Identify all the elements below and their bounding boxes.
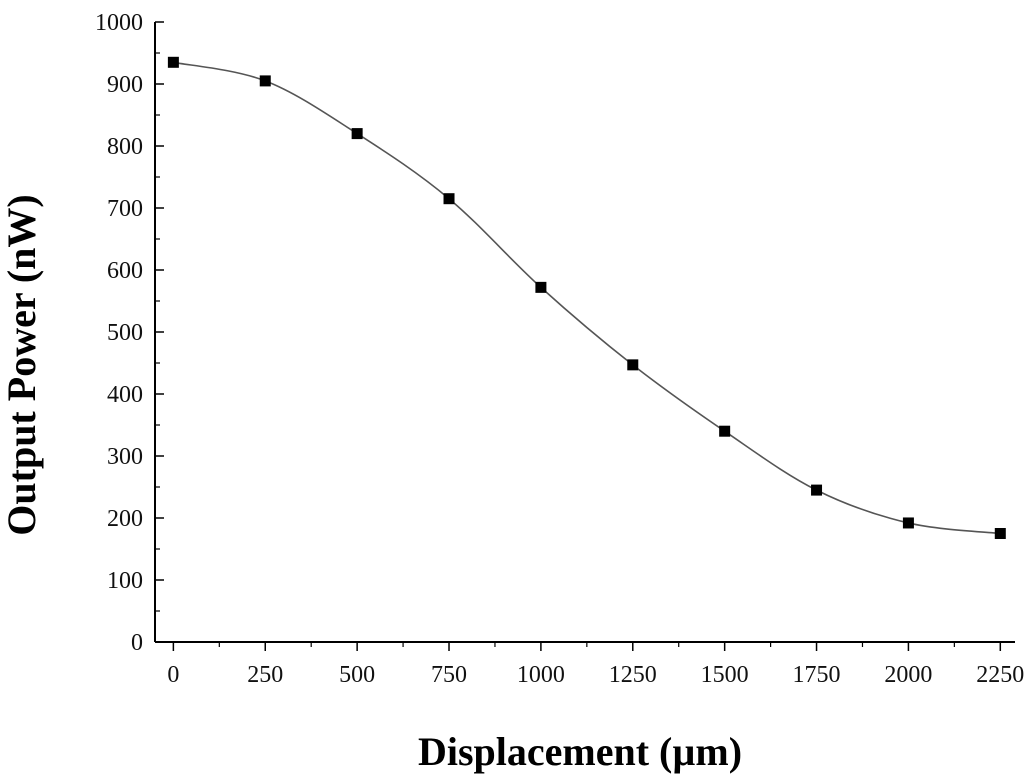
data-point-marker	[259, 75, 271, 87]
data-point-marker	[719, 425, 731, 437]
x-tick-label: 2000	[884, 662, 932, 688]
plot-frame	[154, 22, 1015, 643]
y-tick-label: 200	[107, 506, 143, 532]
y-tick-label: 900	[107, 72, 143, 98]
y-tick-label: 300	[107, 444, 143, 470]
x-tick-label: 1250	[609, 662, 657, 688]
x-tick-label: 500	[339, 662, 375, 688]
x-tick-label: 250	[247, 662, 283, 688]
y-tick-label: 100	[107, 568, 143, 594]
data-point-marker	[994, 528, 1006, 539]
data-point-marker	[351, 128, 363, 140]
data-point-marker	[902, 517, 914, 529]
data-point-marker	[627, 359, 639, 371]
data-point-marker	[443, 193, 455, 205]
data-point-marker	[535, 281, 547, 293]
y-tick-label: 400	[107, 382, 143, 408]
y-axis-title: Output Power (nW)	[0, 194, 44, 535]
series-markers	[167, 56, 1006, 539]
x-tick-label: 1000	[517, 662, 565, 688]
series-line	[173, 61, 1001, 535]
y-axis-ticks: 0 100 200 300 400 500 600 700 800 900 1000	[95, 10, 164, 656]
y-tick-label: 1000	[95, 10, 143, 36]
x-axis-ticks: 0 250 500 750 1000 1250 1500 1750 2000 2250	[167, 642, 1024, 688]
data-point-marker	[811, 484, 823, 496]
y-tick-label: 500	[107, 320, 143, 346]
x-tick-label: 750	[431, 662, 467, 688]
x-tick-label: 2250	[976, 662, 1024, 688]
data-point-marker	[167, 56, 179, 68]
y-tick-label: 600	[107, 258, 143, 284]
y-tick-label: 800	[107, 134, 143, 160]
x-tick-label: 0	[167, 662, 179, 688]
x-tick-label: 1500	[701, 662, 749, 688]
y-tick-label: 700	[107, 196, 143, 222]
y-tick-label: 0	[131, 630, 143, 656]
x-axis-title: Displacement (µm)	[418, 729, 742, 774]
x-tick-label: 1750	[793, 662, 841, 688]
